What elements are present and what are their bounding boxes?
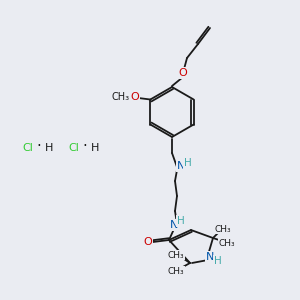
Text: N: N xyxy=(206,252,214,262)
Text: ·: · xyxy=(82,140,87,154)
Text: O: O xyxy=(130,92,139,103)
Text: O: O xyxy=(144,237,152,247)
Text: H: H xyxy=(214,256,222,266)
Text: CH₃: CH₃ xyxy=(168,250,184,260)
Text: H: H xyxy=(91,143,99,153)
Text: Cl: Cl xyxy=(22,143,33,153)
Text: CH₃: CH₃ xyxy=(168,266,184,275)
Text: H: H xyxy=(177,216,185,226)
Text: H: H xyxy=(45,143,53,153)
Text: H: H xyxy=(184,158,192,168)
Text: CH₃: CH₃ xyxy=(215,224,231,233)
Text: N: N xyxy=(177,161,185,171)
Text: N: N xyxy=(170,220,178,230)
Text: Cl: Cl xyxy=(69,143,80,153)
Text: ·: · xyxy=(37,140,41,154)
Text: CH₃: CH₃ xyxy=(111,92,129,103)
Text: O: O xyxy=(178,68,188,78)
Text: CH₃: CH₃ xyxy=(219,238,235,247)
